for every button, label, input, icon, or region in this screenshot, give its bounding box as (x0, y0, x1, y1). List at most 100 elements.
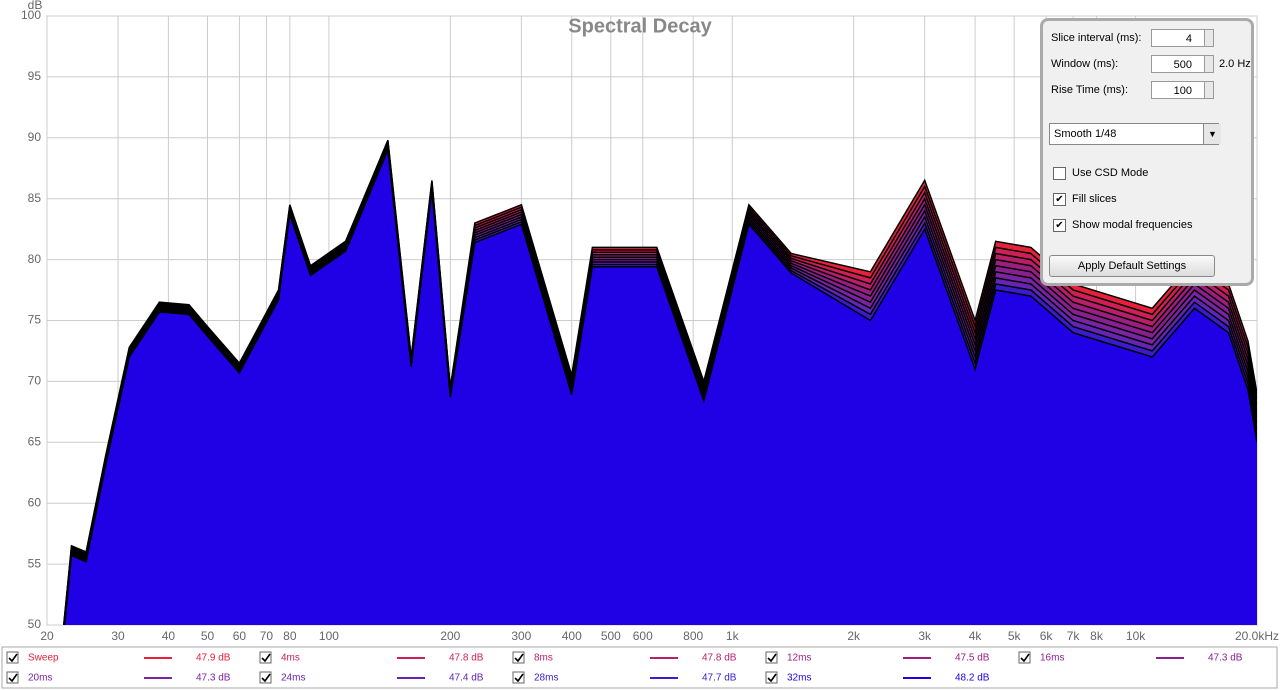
x-tick-label: 600 (633, 629, 653, 643)
spinner[interactable] (1204, 55, 1214, 73)
legend-item[interactable]: 16ms 47.3 dB (1018, 651, 1243, 664)
spinner[interactable] (1204, 29, 1214, 47)
legend-checkbox[interactable] (6, 651, 19, 664)
x-tick-label: 3k (918, 629, 932, 643)
checkbox-row[interactable]: Use CSD Mode (1053, 165, 1148, 181)
x-tick-label: 800 (683, 629, 703, 643)
checkbox-label: Show modal frequencies (1072, 219, 1193, 231)
x-tick-label: 30 (111, 629, 125, 643)
y-tick-label: 65 (28, 434, 42, 448)
x-tick-label: 6k (1040, 629, 1054, 643)
slice-line (63, 142, 1257, 625)
y-tick-label: 95 (28, 69, 42, 83)
x-tick-label: 20.0kHz (1235, 629, 1279, 643)
legend-checkbox[interactable] (512, 671, 525, 684)
x-tick-label: 5k (1008, 629, 1022, 643)
x-tick-label: 20 (40, 629, 54, 643)
slice-line (63, 147, 1257, 625)
slice-line (63, 141, 1257, 625)
x-tick-label: 500 (601, 629, 621, 643)
chart-title: Spectral Decay (568, 15, 712, 37)
x-tick-label: 8k (1090, 629, 1104, 643)
x-tick-label: 60 (233, 629, 247, 643)
field-note: 2.0 Hz (1219, 58, 1251, 70)
y-tick-label: 100 (21, 8, 41, 22)
legend-checkbox[interactable] (765, 671, 778, 684)
settings-panel: Slice interval (ms): 4 Window (ms): 500 2.0 … (1040, 18, 1254, 286)
check-mark (767, 673, 777, 683)
legend-checkbox[interactable] (259, 671, 272, 684)
x-tick-label: 200 (440, 629, 460, 643)
legend-level: 47.8 dB (449, 653, 484, 664)
x-tick-label: 400 (562, 629, 582, 643)
field-row: Rise Time (ms): 100 (1051, 80, 1251, 100)
legend-level: 47.3 dB (196, 673, 231, 684)
x-tick-label: 70 (260, 629, 274, 643)
legend-label: 16ms (1040, 653, 1064, 664)
x-tick-label: 40 (162, 629, 176, 643)
legend (1, 646, 1278, 689)
legend-item[interactable]: 4ms 47.8 dB (259, 651, 484, 664)
check-mark (767, 653, 777, 663)
y-tick-label: 70 (28, 374, 42, 388)
legend-level: 47.3 dB (1208, 653, 1243, 664)
checkbox[interactable]: ✔ (1053, 218, 1066, 232)
legend-label: 4ms (281, 653, 300, 664)
smoothing-select[interactable]: Smooth 1/48 ▼ (1049, 123, 1221, 145)
legend-item[interactable]: 20ms 47.3 dB (6, 671, 231, 684)
checkbox-row[interactable]: ✔ Show modal frequencies (1053, 217, 1192, 233)
y-tick-label: 50 (28, 617, 42, 631)
legend-checkbox[interactable] (6, 671, 19, 684)
field-input[interactable]: 500 (1151, 55, 1205, 73)
field-input[interactable]: 4 (1151, 29, 1205, 47)
field-label: Window (ms): (1051, 58, 1119, 70)
legend-item[interactable]: 8ms 47.8 dB (512, 651, 737, 664)
field-label: Slice interval (ms): (1051, 32, 1142, 44)
check-mark (261, 653, 271, 663)
field-input[interactable]: 100 (1151, 81, 1205, 99)
legend-item[interactable]: 24ms 47.4 dB (259, 671, 484, 684)
y-tick-label: 60 (28, 495, 42, 509)
x-tick-label: 4k (969, 629, 983, 643)
legend-level: 47.8 dB (702, 653, 737, 664)
x-tick-label: 100 (319, 629, 339, 643)
legend-checkbox[interactable] (259, 651, 272, 664)
checkbox-label: Fill slices (1072, 193, 1117, 205)
legend-level: 47.5 dB (955, 653, 990, 664)
check-mark (514, 653, 524, 663)
legend-label: 32ms (787, 673, 811, 684)
x-tick-label: 7k (1067, 629, 1081, 643)
y-tick-label: 80 (28, 252, 42, 266)
checkbox[interactable] (1053, 166, 1066, 180)
checkbox-row[interactable]: ✔ Fill slices (1053, 191, 1117, 207)
apply-default-button[interactable]: Apply Default Settings (1049, 255, 1215, 277)
legend-item[interactable]: 28ms 47.7 dB (512, 671, 737, 684)
legend-level: 47.7 dB (702, 673, 737, 684)
legend-label: Sweep (28, 653, 59, 664)
x-tick-label: 10k (1126, 629, 1146, 643)
legend-level: 48.2 dB (955, 673, 990, 684)
legend-label: 12ms (787, 653, 811, 664)
check-mark (8, 673, 18, 683)
slice-line (63, 143, 1257, 625)
y-tick-label: 75 (28, 313, 42, 327)
spinner[interactable] (1204, 81, 1214, 99)
legend-item[interactable]: 12ms 47.5 dB (765, 651, 990, 664)
dropdown-arrow[interactable]: ▼ (1203, 124, 1221, 144)
checkbox[interactable]: ✔ (1053, 192, 1066, 206)
legend-checkbox[interactable] (765, 651, 778, 664)
x-tick-label: 80 (283, 629, 297, 643)
legend-checkbox[interactable] (1018, 651, 1031, 664)
check-mark (8, 653, 18, 663)
legend-item[interactable]: Sweep 47.9 dB (6, 651, 231, 664)
legend-item[interactable]: 32ms 48.2 dB (765, 671, 990, 684)
slice-line (63, 149, 1257, 625)
y-tick-label: 55 (28, 556, 42, 570)
legend-label: 20ms (28, 673, 52, 684)
legend-checkbox[interactable] (512, 651, 525, 664)
slice-line (63, 144, 1257, 625)
legend-label: 24ms (281, 673, 305, 684)
legend-level: 47.4 dB (449, 673, 484, 684)
legend-level: 47.9 dB (196, 653, 231, 664)
